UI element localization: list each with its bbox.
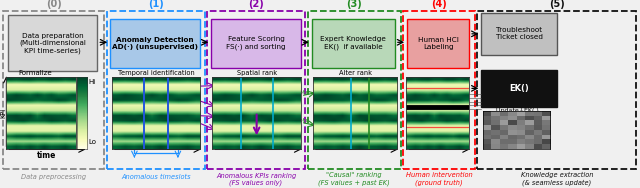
Text: time: time [36,151,56,160]
Text: (5): (5) [549,0,564,9]
Text: Expert Knowledge
EK()  if available: Expert Knowledge EK() if available [321,36,386,50]
Bar [477,11,636,169]
Text: Alter rank: Alter rank [339,70,372,76]
Text: "Causal" ranking
(FS values + past EK): "Causal" ranking (FS values + past EK) [318,172,390,186]
Text: (4): (4) [431,0,447,9]
Text: Spatial rank: Spatial rank [237,70,276,76]
Text: KPI: KPI [1,108,7,118]
Text: Anomaly Detection
AD(·) (unsupervised): Anomaly Detection AD(·) (unsupervised) [112,37,198,50]
Text: (0): (0) [46,0,61,9]
Text: EK(): EK() [509,84,529,93]
Text: Update↓EK( ): Update↓EK( ) [496,107,538,113]
FancyBboxPatch shape [211,19,301,68]
FancyBboxPatch shape [8,15,97,71]
Text: Lo: Lo [88,139,97,145]
Text: Anomalous KPIs ranking
(FS values only): Anomalous KPIs ranking (FS values only) [216,173,296,186]
Text: Human HCI
Labeling: Human HCI Labeling [418,37,458,50]
Text: (3): (3) [346,0,362,9]
Text: Human intervention
(ground truth): Human intervention (ground truth) [406,172,472,186]
Bar [308,11,401,169]
Bar [207,11,305,169]
Bar [107,11,205,169]
Text: Formalize: Formalize [19,70,52,76]
Bar [403,11,475,169]
FancyBboxPatch shape [312,19,395,68]
Text: Temporal identification: Temporal identification [118,70,195,76]
Text: (2): (2) [248,0,264,9]
Text: Anomalous timeslots: Anomalous timeslots [122,174,191,180]
Text: Promote: Promote [284,90,310,95]
FancyBboxPatch shape [481,13,557,55]
Text: Data preprocessing: Data preprocessing [21,174,86,180]
Text: Demote: Demote [285,118,310,123]
FancyBboxPatch shape [481,70,557,107]
Text: Troubleshoot
Ticket closed: Troubleshoot Ticket closed [495,27,543,40]
FancyBboxPatch shape [407,19,469,68]
Bar [3,11,104,169]
Text: Hi: Hi [88,79,95,85]
Text: Knowledge extraction
(& seamless update): Knowledge extraction (& seamless update) [520,172,593,186]
Text: Feature Scoring
FS(·) and sorting: Feature Scoring FS(·) and sorting [226,36,286,50]
FancyBboxPatch shape [110,19,200,68]
Text: Data preparation
(Multi-dimensional
KPI time-series): Data preparation (Multi-dimensional KPI … [19,33,86,54]
Text: (1): (1) [148,0,164,9]
